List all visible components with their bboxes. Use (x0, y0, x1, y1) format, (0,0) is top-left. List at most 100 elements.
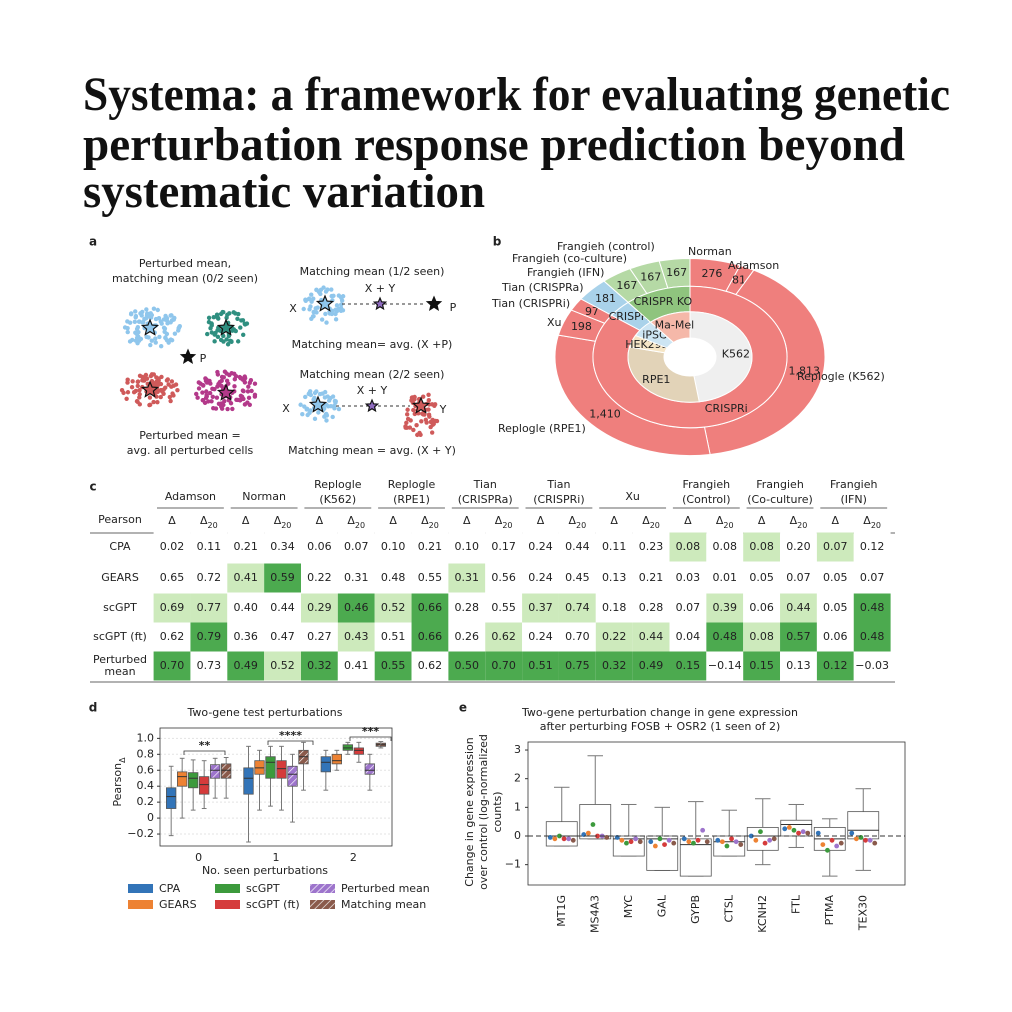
table-cell: 0.44 (565, 540, 590, 553)
legend-label: GEARS (159, 898, 197, 911)
prediction-dot (652, 843, 658, 849)
cell-dot (242, 321, 247, 327)
cell-dot (430, 417, 435, 423)
y-tick-label: −0.2 (127, 827, 154, 840)
prediction-dot (570, 837, 576, 843)
prediction-dot (595, 833, 600, 839)
table-cell: 0.73 (197, 659, 222, 672)
cell-bg (595, 532, 633, 562)
box (199, 776, 210, 795)
prediction-dot (863, 837, 868, 843)
prediction-dot (834, 843, 840, 849)
cell-bg (595, 593, 633, 623)
prediction-dot (796, 830, 801, 836)
subheader-sub: 20 (281, 521, 291, 530)
prediction-dot (820, 842, 826, 847)
cell-dot (221, 339, 226, 344)
inner-segment-label: iPSC (642, 329, 667, 342)
cell-dot (311, 397, 316, 402)
segment-name: Replogle (RPE1) (498, 422, 586, 435)
table-cell: −0.03 (855, 659, 889, 672)
box (579, 804, 612, 840)
diagram-label: X (289, 302, 297, 315)
mean-star (315, 294, 335, 312)
legend-label: scGPT (ft) (246, 898, 300, 911)
table-cell: 0.26 (455, 630, 480, 643)
table-cell: 0.07 (860, 571, 885, 584)
diagram-label: Matching mean= avg. (X +P) (292, 338, 453, 351)
cell-dot (339, 298, 345, 303)
diagram-label: P (200, 352, 207, 365)
segment-value: 81 (732, 273, 746, 286)
subheader-main: Δ (495, 514, 503, 527)
prediction-dot (547, 835, 553, 840)
cell-dot (195, 395, 200, 400)
cell-bg (153, 563, 191, 593)
mean-star (140, 318, 160, 336)
prediction-dot (648, 839, 654, 845)
column-group-header: Frangieh (683, 478, 731, 491)
cell-bg (227, 622, 265, 652)
cell-dot (314, 389, 319, 394)
box (320, 756, 331, 773)
cell-dot (431, 421, 436, 427)
cell-bg (743, 651, 781, 681)
cell-dot (157, 334, 162, 340)
table-cell: 0.44 (786, 601, 811, 614)
box (287, 765, 298, 787)
table-cell: 0.34 (270, 540, 295, 553)
cell-dot (336, 306, 342, 312)
table-cell: 0.18 (602, 601, 627, 614)
table-cell: 0.62 (418, 659, 443, 672)
prediction-dot (619, 837, 625, 843)
table-cell: 0.08 (749, 540, 774, 553)
cell-dot (322, 395, 328, 400)
mean-star (216, 383, 236, 401)
cell-dot (137, 392, 142, 397)
cell-dot (137, 319, 142, 324)
subheader-main: Δ (200, 514, 208, 527)
cell-bg (743, 563, 781, 593)
cell-bg (558, 622, 596, 652)
cell-dot (421, 394, 426, 399)
table-cell: 0.05 (749, 571, 774, 584)
panel-letter: b (493, 235, 502, 249)
cell-dot (154, 375, 159, 380)
cell-bg (743, 593, 781, 623)
x-tick-label: MYC (622, 895, 635, 919)
cell-dot (245, 389, 251, 394)
y-tick-label: 0 (514, 829, 521, 842)
cell-dot (124, 396, 129, 401)
cell-bg (816, 532, 854, 562)
significance-bracket (349, 736, 392, 741)
table-cell: 0.07 (344, 540, 369, 553)
cell-dot (138, 336, 144, 342)
cell-dot (409, 398, 414, 403)
chart-title: Two-gene test perturbations (186, 706, 342, 719)
prediction-dot (825, 847, 830, 853)
table-cell: 0.28 (639, 601, 664, 614)
segment-value: 167 (640, 270, 661, 283)
cell-dot (404, 412, 410, 417)
cell-dot (130, 379, 135, 384)
cell-dot (207, 390, 213, 396)
cell-dot (153, 340, 158, 345)
cell-dot (233, 373, 239, 379)
cell-dot (119, 387, 125, 393)
subheader-main: Δ (716, 514, 724, 527)
cell-bg (374, 622, 412, 652)
cell-dot (330, 394, 336, 399)
cell-dot (226, 333, 232, 339)
column-group-header: (Control) (682, 493, 730, 506)
table-cell: 0.21 (418, 540, 443, 553)
subheader-main: Δ (242, 514, 250, 527)
table-cell: 0.05 (823, 601, 848, 614)
table-cell: 0.74 (565, 601, 590, 614)
row-label: GEARS (101, 571, 139, 584)
cell-bg (632, 563, 670, 593)
column-group-header: (IFN) (841, 493, 867, 506)
subheader-main: Δ (537, 514, 545, 527)
cell-bg (485, 593, 523, 623)
subheader-sub: 20 (871, 521, 881, 530)
y-tick-label: 0.8 (137, 747, 155, 760)
